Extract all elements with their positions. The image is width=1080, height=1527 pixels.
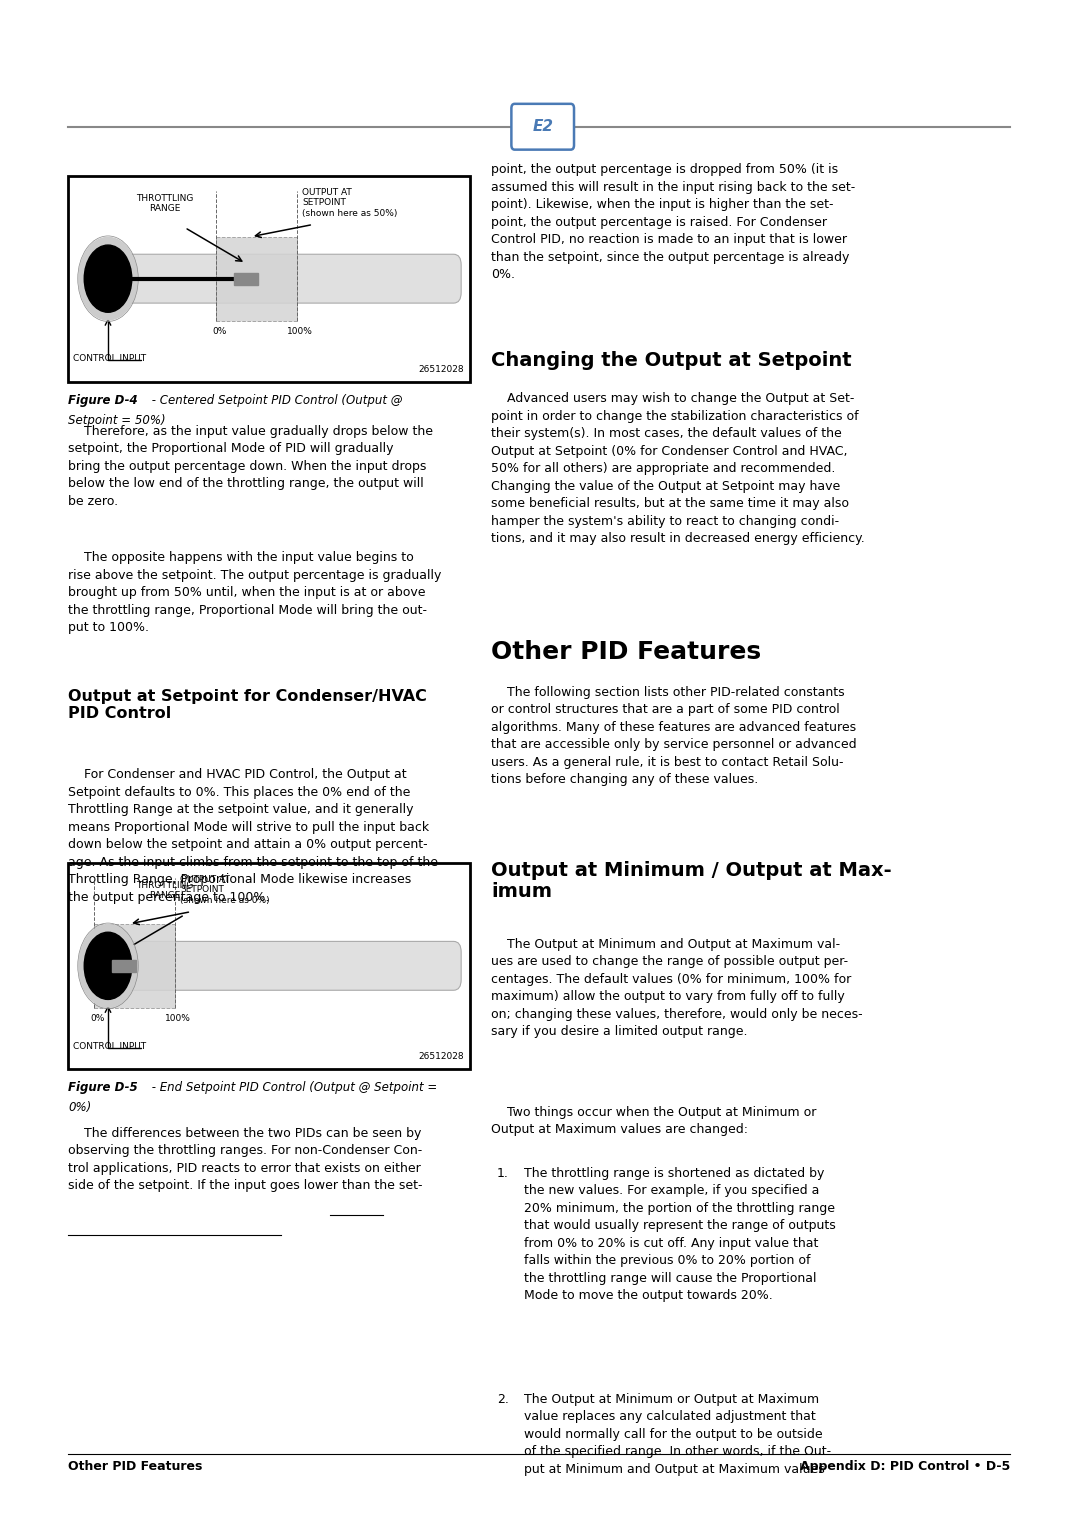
Text: Figure D-4: Figure D-4	[68, 394, 137, 408]
Circle shape	[84, 244, 132, 313]
FancyBboxPatch shape	[87, 253, 461, 302]
Text: 100%: 100%	[287, 327, 313, 336]
Text: Therefore, as the input value gradually drops below the
setpoint, the Proportion: Therefore, as the input value gradually …	[68, 425, 433, 507]
Text: Advanced users may wish to change the Output at Set-
point in order to change th: Advanced users may wish to change the Ou…	[491, 392, 865, 545]
Text: - Centered Setpoint PID Control (Output @: - Centered Setpoint PID Control (Output …	[148, 394, 403, 408]
Text: The Output at Minimum and Output at Maximum val-
ues are used to change the rang: The Output at Minimum and Output at Maxi…	[491, 938, 863, 1038]
Text: Other PID Features: Other PID Features	[68, 1460, 202, 1474]
Text: For Condenser and HVAC PID Control, the Output at
Setpoint defaults to 0%. This : For Condenser and HVAC PID Control, the …	[68, 768, 438, 904]
Text: Changing the Output at Setpoint: Changing the Output at Setpoint	[491, 351, 852, 370]
Text: 0%): 0%)	[68, 1101, 92, 1115]
Bar	[216, 237, 297, 321]
Text: 100%: 100%	[165, 1014, 191, 1023]
Text: OUTPUT AT
SETPOINT
(shown here as 50%): OUTPUT AT SETPOINT (shown here as 50%)	[302, 188, 397, 218]
Text: The following section lists other PID-related constants
or control structures th: The following section lists other PID-re…	[491, 686, 858, 786]
Text: 0%: 0%	[90, 1014, 105, 1023]
Text: Output at Setpoint for Condenser/HVAC
PID Control: Output at Setpoint for Condenser/HVAC PI…	[68, 689, 427, 721]
Text: Figure D-5: Figure D-5	[68, 1081, 137, 1095]
Text: 26512028: 26512028	[419, 365, 464, 374]
Text: OUTPUT AT
SETPOINT
(shown here as 0%): OUTPUT AT SETPOINT (shown here as 0%)	[180, 875, 270, 906]
Text: 26512028: 26512028	[419, 1052, 464, 1061]
Text: The opposite happens with the input value begins to
rise above the setpoint. The: The opposite happens with the input valu…	[68, 551, 442, 634]
Text: E2: E2	[532, 119, 553, 134]
Text: - End Setpoint PID Control (Output @ Setpoint =: - End Setpoint PID Control (Output @ Set…	[148, 1081, 437, 1095]
Text: CONTROL INPUT: CONTROL INPUT	[73, 354, 147, 363]
Text: Appendix D: PID Control • D-5: Appendix D: PID Control • D-5	[799, 1460, 1010, 1474]
Text: The differences between the two PIDs can be seen by
observing the throttling ran: The differences between the two PIDs can…	[68, 1127, 422, 1193]
Bar	[112, 959, 136, 971]
Text: THROTTLING
RANGE: THROTTLING RANGE	[136, 881, 194, 901]
Bar	[68, 176, 470, 382]
Circle shape	[79, 924, 137, 1008]
Text: CONTROL INPUT: CONTROL INPUT	[73, 1041, 147, 1051]
Text: point, the output percentage is dropped from 50% (it is
assumed this will result: point, the output percentage is dropped …	[491, 163, 855, 281]
Bar	[94, 924, 175, 1008]
Circle shape	[79, 237, 137, 321]
FancyBboxPatch shape	[512, 104, 573, 150]
Text: 1.: 1.	[497, 1167, 509, 1180]
Text: Two things occur when the Output at Minimum or
Output at Maximum values are chan: Two things occur when the Output at Mini…	[491, 1106, 816, 1136]
Text: Other PID Features: Other PID Features	[491, 640, 761, 664]
Bar	[233, 272, 257, 284]
Text: The Output at Minimum or Output at Maximum
value replaces any calculated adjustm: The Output at Minimum or Output at Maxim…	[524, 1393, 831, 1475]
Text: The throttling range is shortened as dictated by
the new values. For example, if: The throttling range is shortened as dic…	[524, 1167, 836, 1303]
Text: Setpoint = 50%): Setpoint = 50%)	[68, 414, 165, 428]
Text: Output at Minimum / Output at Max-
imum: Output at Minimum / Output at Max- imum	[491, 861, 892, 901]
FancyBboxPatch shape	[87, 941, 461, 989]
Text: THROTTLING
RANGE: THROTTLING RANGE	[136, 194, 194, 214]
Bar	[68, 863, 470, 1069]
Text: 0%: 0%	[212, 327, 227, 336]
Circle shape	[84, 931, 132, 999]
Text: 2.: 2.	[497, 1393, 509, 1406]
